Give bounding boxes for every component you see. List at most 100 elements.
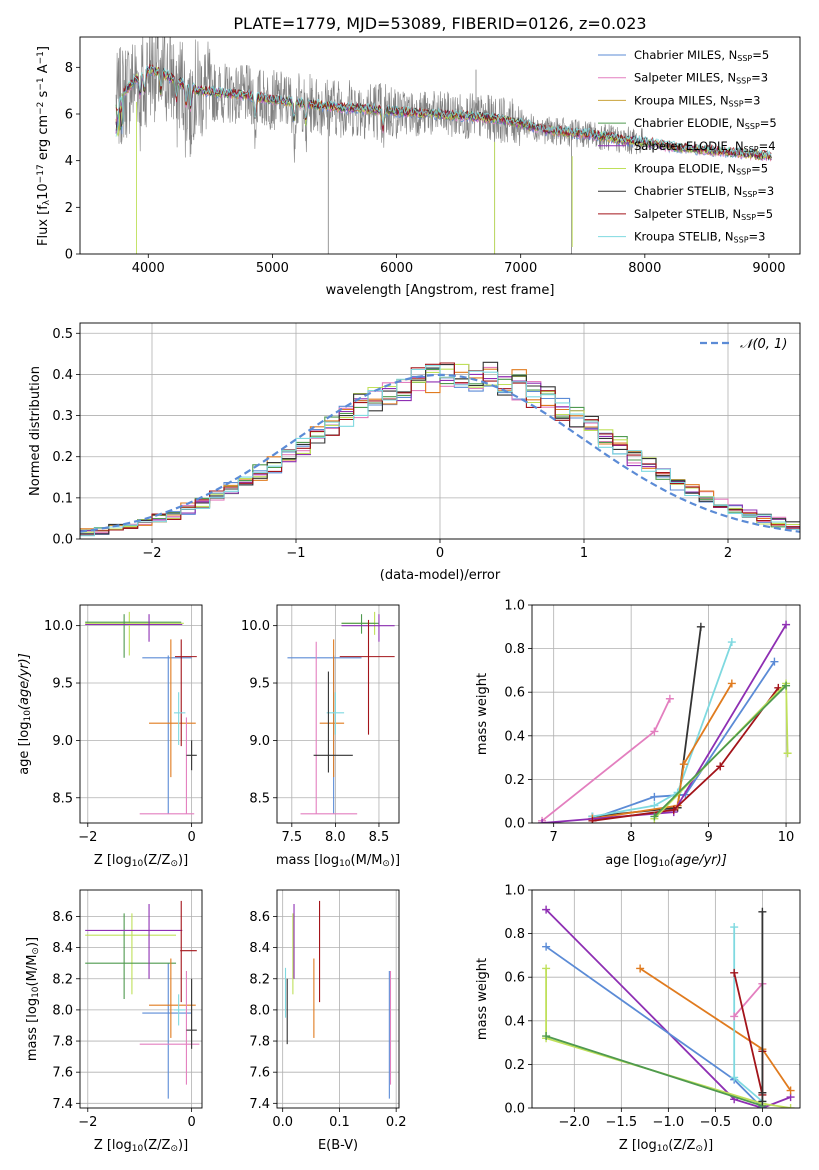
y-tick-label: 9.0	[52, 734, 73, 749]
y-tick-label: 8.0	[249, 1003, 270, 1018]
x-tick-label: 0.0	[752, 1115, 773, 1130]
legend-label: Salpeter ELODIE, NSSP=4	[634, 139, 776, 154]
spectrum-legend: Chabrier MILES, NSSP=5 Salpeter MILES, NS…	[598, 48, 777, 245]
y-axis-label: mass weight	[475, 673, 490, 755]
plot-area	[284, 900, 392, 1099]
y-tick-label: 8	[65, 61, 73, 76]
legend-label: 𝒩(0, 1)	[740, 337, 787, 352]
series-kroupa_stelib	[592, 641, 733, 818]
data-marker	[786, 1086, 795, 1095]
series-chabrier_miles	[592, 661, 776, 820]
y-axis-label: Normed distribution	[28, 366, 43, 496]
axes-frame	[79, 322, 801, 540]
data-marker	[542, 1032, 551, 1041]
y-tick-label: 6	[65, 108, 73, 123]
y-tick-label: 8.6	[52, 910, 73, 925]
spectrum-model-chabrier_stelib	[115, 65, 772, 160]
data-marker	[758, 907, 767, 916]
plot-spectrum: 4000 5000 6000 7000 8000 9000 0 2 4 6 8 Chabrier MI…	[36, 36, 801, 298]
y-tick-label: 8.5	[249, 791, 270, 806]
y-tick-label: 0.4	[504, 1014, 525, 1029]
y-tick-label: 9.0	[249, 734, 270, 749]
x-tick-label: 6000	[380, 261, 413, 276]
data-marker	[730, 1012, 739, 1021]
x-axis-label: (data-model)/error	[380, 568, 501, 583]
data-marker	[669, 805, 678, 814]
series-salpeter_elodie	[545, 908, 791, 1108]
data-marker	[782, 620, 791, 629]
plot-area	[115, 37, 772, 254]
y-tick-label: 7.6	[52, 1066, 73, 1081]
y-tick-label: 0.8	[504, 642, 525, 657]
x-tick-label: 2	[724, 546, 732, 561]
series-chabrier_elodie	[545, 1035, 763, 1107]
data-marker	[758, 1097, 767, 1106]
plot-residuals: −2 −1 0 1 2 0.0 0.1 0.2 0.3 0.4 0.5 𝒩(0, 1) (data-mo…	[28, 322, 801, 583]
axes-frame	[531, 604, 801, 824]
x-axis-label: mass [log10(M/M⊙)]	[276, 853, 400, 869]
data-marker	[727, 679, 736, 688]
y-tick-label: 7.8	[249, 1035, 270, 1050]
x-tick-label: 8000	[628, 261, 661, 276]
y-tick-label: 8.4	[52, 941, 73, 956]
spectrum-model-kroupa_stelib	[115, 65, 772, 157]
data-marker	[665, 694, 674, 703]
x-tick-label: 9	[704, 830, 712, 845]
x-axis-label: Z [log10(Z/Z⊙)]	[619, 1138, 713, 1154]
data-marker	[538, 819, 547, 823]
x-tick-label: −2.0	[559, 1115, 591, 1130]
y-tick-label: 0.8	[504, 927, 525, 942]
y-tick-label: 8.0	[52, 1003, 73, 1018]
y-tick-label: 4	[65, 154, 73, 169]
data-marker	[696, 622, 705, 631]
data-marker	[727, 638, 736, 647]
normal-curve-line	[80, 373, 800, 533]
x-tick-label: 0.2	[386, 1115, 407, 1130]
x-tick-label: −2	[78, 1115, 97, 1130]
y-tick-label: 0.3	[52, 409, 73, 424]
y-axis-label: age [log10(age/yr)]	[17, 653, 33, 775]
plot-age_vs_Z: −2 0 8.5 9.0 9.5 10.0 Z [log10(Z/Z⊙)] age [log1…	[17, 604, 203, 869]
x-tick-label: 7	[550, 830, 558, 845]
series-salpeter_elodie	[542, 624, 787, 823]
data-marker	[783, 749, 792, 758]
axes-frame	[79, 36, 801, 255]
x-tick-label: −1.0	[653, 1115, 685, 1130]
series-salpeter_miles	[733, 983, 764, 1017]
plot-massweight_vs_age: 7 8 9 10 0.0 0.2 0.4 0.6 0.8 1.0 mass weight age [l…	[475, 599, 801, 869]
y-tick-label: 9.5	[52, 677, 73, 692]
x-tick-label: 7.5	[281, 830, 302, 845]
data-marker	[542, 942, 551, 951]
legend-label: Kroupa ELODIE, NSSP=5	[634, 162, 768, 177]
series-chabrier_elodie	[653, 685, 787, 818]
y-tick-label: 8.5	[52, 791, 73, 806]
plot-mass_vs_Z: −2 0 7.4 7.6 7.8 8.0 8.2 8.4 8.6 Z [log10(Z/Z⊙)] m…	[25, 889, 203, 1154]
y-tick-label: 1.0	[504, 599, 525, 614]
plot-area	[538, 620, 792, 823]
plot-area	[542, 905, 795, 1108]
legend-label: Salpeter MILES, NSSP=3	[634, 71, 768, 86]
y-tick-label: 7.4	[52, 1097, 73, 1112]
data-marker	[730, 1073, 739, 1082]
x-tick-label: 0	[436, 546, 444, 561]
series-salpeter_stelib	[592, 687, 780, 822]
x-tick-label: 0	[187, 1115, 195, 1130]
y-axis-label: mass [log10(M/M⊙)]	[25, 937, 41, 1061]
data-marker	[636, 964, 645, 973]
y-tick-label: 0.6	[504, 971, 525, 986]
data-marker	[716, 762, 725, 771]
x-tick-label: 7000	[504, 261, 537, 276]
y-tick-label: 0.1	[52, 491, 73, 506]
legend-label: Chabrier MILES, NSSP=5	[634, 48, 769, 63]
x-tick-label: −2	[78, 830, 97, 845]
plot-mass_vs_ebv: 0.0 0.1 0.2 7.4 7.6 7.8 8.0 8.2 8.4 8.6 E(B-V)	[249, 889, 407, 1153]
figure-title: PLATE=1779, MJD=53089, FIBERID=0126, z=0…	[233, 14, 646, 33]
y-tick-label: 10.0	[44, 619, 73, 634]
y-tick-label: 0.5	[52, 327, 73, 342]
data-marker	[782, 681, 791, 690]
y-tick-label: 7.6	[249, 1066, 270, 1081]
y-axis-label: Flux [fλ10−17 erg cm−2 s−1 A−1]	[36, 46, 52, 246]
legend-label: Kroupa MILES, NSSP=3	[634, 93, 760, 108]
data-marker	[650, 812, 659, 821]
